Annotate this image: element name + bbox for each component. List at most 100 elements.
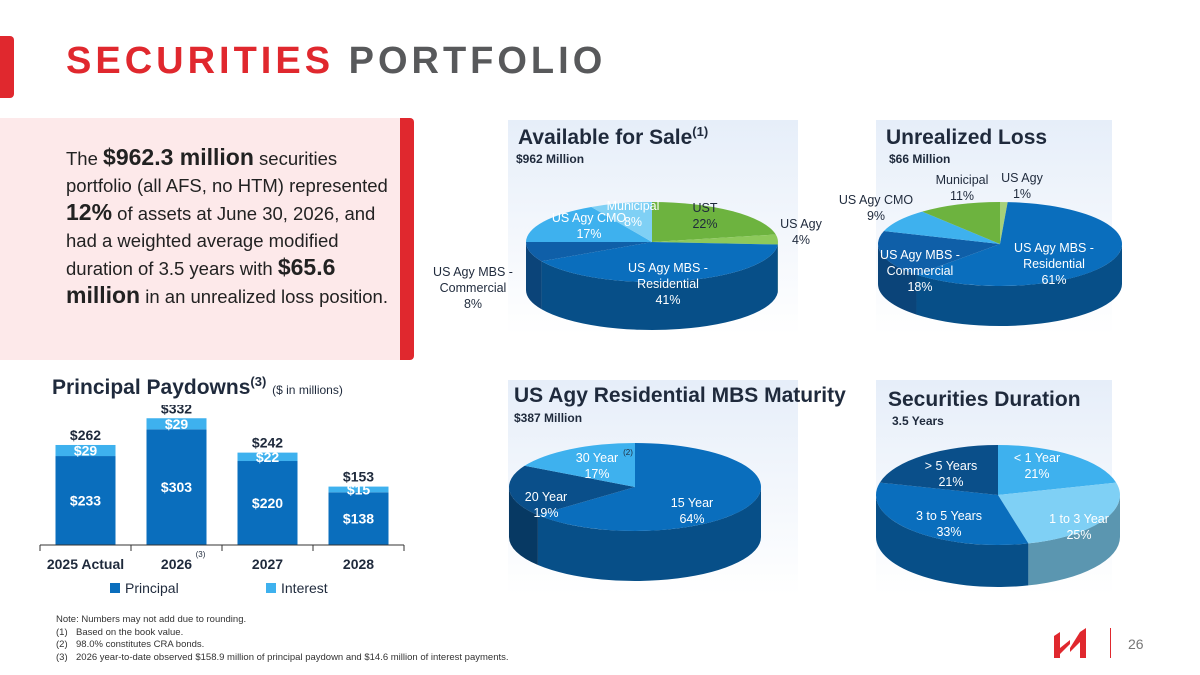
principal-bar — [146, 429, 207, 545]
interest-bar — [237, 452, 298, 462]
loss-title: Unrealized Loss — [886, 126, 1048, 149]
pie-label-commercial: 18% — [907, 280, 932, 294]
pie-slice — [883, 211, 1000, 244]
pie-label-gt5: 21% — [938, 475, 963, 489]
title-part2: PORTFOLIO — [348, 40, 607, 82]
footnote-number: (2) — [56, 639, 68, 650]
pie-slice-side — [916, 244, 1122, 326]
pie-label-residential: Residential — [1023, 257, 1085, 271]
total-value-label: $262 — [70, 427, 101, 443]
principal-value-label: $220 — [252, 495, 283, 511]
pie-label-20yr: 19% — [533, 506, 558, 520]
pie-label-cmo: 9% — [867, 209, 885, 223]
legend-swatch-principal — [110, 583, 120, 593]
pie-label-commercial: 8% — [464, 297, 482, 311]
footnotes: Note: Numbers may not add due to roundin… — [56, 614, 509, 664]
interest-value-label: $29 — [74, 443, 98, 459]
footnote-number: (1) — [56, 626, 68, 638]
pie-label-30yr: 17% — [584, 467, 609, 481]
pie-label-municipal: Municipal — [936, 173, 989, 187]
pie-slice — [509, 465, 635, 516]
pie-label-15yr: 15 Year — [671, 496, 713, 510]
legend-label-interest: Interest — [281, 580, 328, 596]
title-accent-bar — [0, 36, 14, 98]
x-tick-footnote: (3) — [196, 550, 206, 559]
pie-label-usagy: 4% — [792, 233, 810, 247]
interest-value-label: $29 — [165, 416, 189, 432]
footnote-text: 2026 year-to-date observed $158.9 millio… — [76, 651, 509, 663]
pie-label-commercial: US Agy MBS - — [433, 265, 513, 279]
x-tick-label: 2025 Actual — [47, 556, 124, 572]
total-value-label: $153 — [343, 469, 374, 485]
principal-value-label: $233 — [70, 493, 101, 509]
summary-bold-pct: 12% — [66, 199, 113, 225]
interest-value-label: $22 — [256, 449, 280, 465]
pie-slice — [652, 202, 776, 242]
mbs-pie-chart: 15 Year 64% 20 Year 19% 30 Year 17% (2) — [509, 443, 761, 581]
pie-slice — [541, 242, 778, 283]
pie-label-usagy: 1% — [1013, 187, 1031, 201]
footnote-text: 98.0% constitutes CRA bonds. — [76, 639, 205, 650]
title-part1: SECURITIES — [66, 40, 335, 82]
pie-label-residential: US Agy MBS - — [1014, 241, 1094, 255]
footnote-row: Note: Numbers may not add due to roundin… — [56, 614, 509, 627]
pie-slice — [524, 443, 635, 487]
summary-text-3: of assets at June 30, 2026, and had a we… — [66, 203, 376, 279]
interest-bar — [146, 418, 207, 430]
interest-bar — [328, 486, 389, 493]
pie-label-lt1: < 1 Year — [1014, 451, 1060, 465]
pie-slice — [526, 206, 652, 242]
footnote-row: (3) 2026 year-to-date observed $158.9 mil… — [56, 652, 509, 665]
principal-bar — [55, 456, 116, 545]
pie-label-20yr: 20 Year — [525, 490, 567, 504]
pie-slice-side — [1028, 495, 1120, 586]
pie-label-commercial: Commercial — [887, 264, 954, 278]
pie-label-ust: 22% — [692, 217, 717, 231]
summary-text-2: securities portfolio (all AFS, no HTM) r… — [66, 148, 388, 196]
pie-label-usagy: US Agy — [1001, 171, 1043, 185]
principal-bar — [237, 461, 298, 545]
pie-slice-side — [541, 244, 778, 330]
pie-label-municipal: Municipal — [607, 199, 660, 213]
loss-pie-chart: US Agy 1% US Agy MBS - Residential 61% US Agy… — [839, 171, 1122, 326]
pie-slice — [652, 234, 778, 245]
loss-subtitle: $66 Million — [889, 152, 951, 166]
x-tick-label: 2027 — [252, 556, 283, 572]
pie-label-municipal: 11% — [950, 189, 974, 203]
footnote-number: (3) — [56, 651, 68, 663]
footnote-row: (1) Based on the book value. — [56, 627, 509, 640]
pie-slice — [879, 445, 998, 495]
summary-bold-amount: $962.3 million — [103, 144, 254, 170]
page-title: SECURITIES PORTFOLIO — [66, 40, 606, 83]
pie-label-1to3: 25% — [1066, 528, 1091, 542]
pie-label-cmo: 17% — [576, 227, 601, 241]
pie-label-residential: 41% — [655, 293, 680, 307]
pie-slice-side — [876, 495, 1029, 587]
paydowns-subtitle: ($ in millions) — [272, 383, 343, 397]
mbs-title: US Agy Residential MBS Maturity — [514, 384, 846, 407]
pie-slice — [998, 445, 1117, 495]
principal-value-label: $138 — [343, 511, 374, 527]
pie-slice — [916, 202, 1122, 286]
footnote-row: (2) 98.0% constitutes CRA bonds. — [56, 639, 509, 652]
total-value-label: $242 — [252, 435, 283, 451]
pie-label-residential: 61% — [1041, 273, 1066, 287]
interest-bar — [55, 444, 116, 457]
pie-slice — [876, 482, 1029, 545]
pie-label-1to3: 1 to 3 Year — [1049, 512, 1109, 526]
legend-swatch-interest — [266, 583, 276, 593]
summary-text: The $962.3 million securities portfolio … — [66, 144, 396, 310]
pie-slice-side — [509, 487, 538, 566]
afs-pie-chart: UST 22% US Agy 4% US Agy MBS - Residential 41%… — [433, 199, 823, 330]
pie-label-30yr: 30 Year — [576, 451, 618, 465]
duration-pie-chart: < 1 Year 21% 1 to 3 Year 25% 3 to 5 Years 33%… — [876, 445, 1120, 587]
summary-box — [0, 118, 412, 360]
afs-title: Available for Sale(1) — [518, 124, 709, 149]
pie-label-15yr: 64% — [679, 512, 704, 526]
pie-slice — [998, 482, 1120, 544]
x-tick-label: 2028 — [343, 556, 374, 572]
total-value-label: $332 — [161, 405, 192, 416]
pie-slice — [1000, 202, 1008, 244]
summary-bold-loss: $65.6 million — [66, 254, 336, 308]
